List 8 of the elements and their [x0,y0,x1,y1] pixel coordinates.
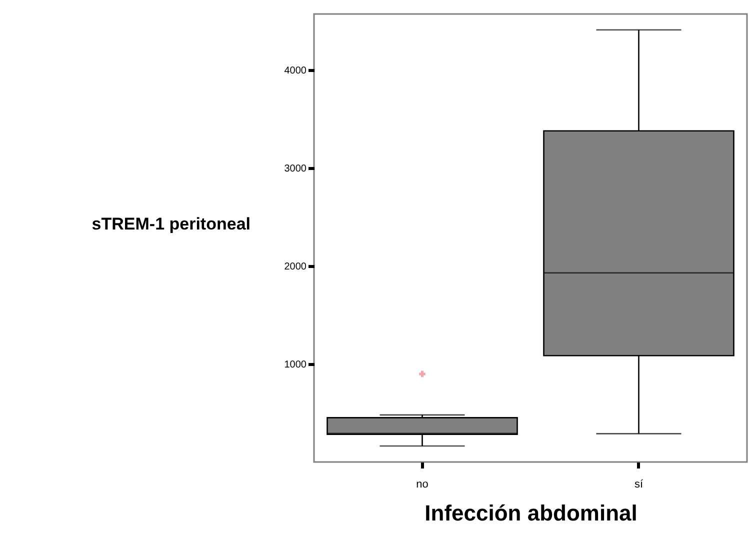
x-axis-title: Infección abdominal [424,500,638,526]
y-tick-label: 3000 [284,163,307,174]
y-tick-label: 4000 [284,65,307,76]
x-tick-label: no [416,478,428,490]
y-tick-label: 2000 [284,261,307,272]
x-tick-label: sí [634,478,644,490]
y-axis-title: sTREM-1 peritoneal [92,214,250,234]
y-tick-label: 1000 [284,359,307,370]
